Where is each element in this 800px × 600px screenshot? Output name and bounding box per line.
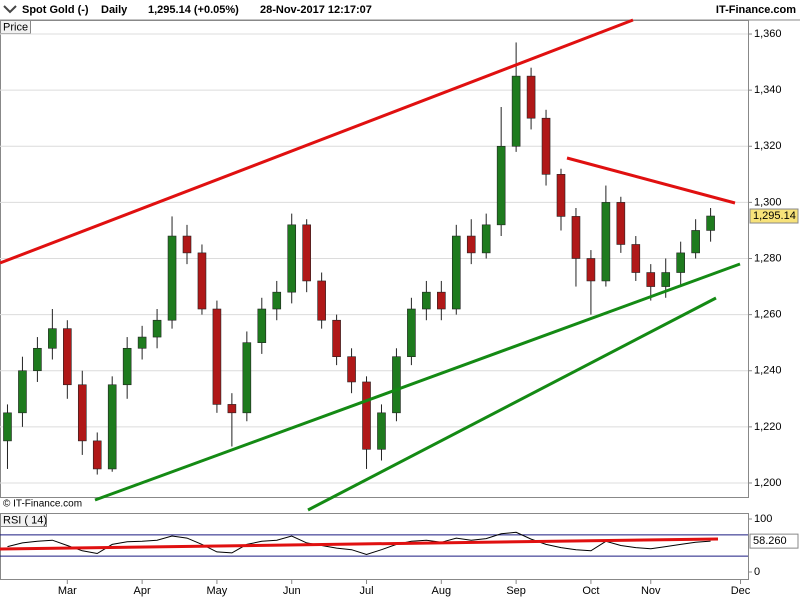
- candle-body: [496, 145, 506, 226]
- candle-body: [556, 174, 566, 217]
- candle-body: [541, 117, 551, 175]
- candle-body: [466, 235, 476, 254]
- x-tick-label: Jul: [359, 585, 373, 597]
- last-price-tag: [749, 208, 799, 224]
- y-tick-label: 1,240: [754, 365, 782, 377]
- x-tick-label: Sep: [506, 585, 526, 597]
- y-tick-label: 1,200: [754, 477, 782, 489]
- rsi-panel: [0, 513, 749, 580]
- axis-title-box: [0, 20, 31, 34]
- candle-body: [152, 319, 162, 338]
- axis-title: Price: [3, 21, 28, 33]
- candle-body: [422, 291, 431, 310]
- candle-body: [691, 230, 700, 254]
- y-tick-label: 1,220: [754, 421, 782, 433]
- x-tick-label: Oct: [582, 585, 599, 597]
- candle-body: [137, 336, 147, 349]
- x-tick-label: Mar: [58, 585, 77, 597]
- trendline: [566, 156, 736, 205]
- candle-body: [526, 75, 536, 119]
- last-price-label: 1,295.14: [753, 210, 796, 222]
- candle-body: [676, 252, 685, 273]
- trendline: [0, 537, 719, 551]
- candle-body: [107, 384, 117, 470]
- candle-body: [571, 216, 581, 259]
- last-value-label: 58.260: [753, 535, 787, 547]
- period: Daily: [101, 4, 128, 16]
- candle-body: [347, 356, 356, 383]
- trendline: [0, 18, 634, 265]
- candle-body: [92, 440, 102, 470]
- x-tick-label: Aug: [432, 585, 452, 597]
- trendline: [307, 296, 717, 512]
- y-tick-label: 0: [754, 566, 760, 578]
- y-tick-label: 1,360: [754, 28, 782, 40]
- candle-body: [586, 258, 596, 282]
- candle-body: [631, 244, 641, 273]
- candle-body: [257, 308, 267, 343]
- brand: IT-Finance.com: [716, 4, 796, 16]
- candle-body: [646, 272, 656, 287]
- candle-body: [616, 202, 626, 245]
- candle-body: [3, 412, 12, 442]
- y-tick-label: 1,280: [754, 252, 782, 264]
- candle-body: [272, 291, 282, 310]
- candle-body: [287, 224, 297, 293]
- candle-body: [601, 202, 611, 282]
- candle-body: [302, 224, 311, 282]
- candle-body: [18, 370, 27, 414]
- y-tick-label: 100: [754, 513, 772, 525]
- y-tick-label: 1,320: [754, 140, 782, 152]
- candle-body: [63, 328, 72, 386]
- rsi-title-box: [0, 513, 47, 527]
- x-tick-label: Jun: [283, 585, 301, 597]
- candle-body: [182, 235, 192, 254]
- y-tick-label: 1,260: [754, 309, 782, 321]
- y-tick-label: 1,300: [754, 196, 782, 208]
- x-tick-label: Nov: [641, 585, 661, 597]
- candle-body: [332, 319, 341, 358]
- candle-body: [377, 412, 386, 450]
- dropdown-icon[interactable]: [3, 5, 17, 14]
- candle-body: [122, 347, 132, 386]
- candle-body: [437, 291, 446, 310]
- trendline: [94, 262, 741, 502]
- candle-body: [77, 384, 87, 442]
- candle-body: [242, 342, 252, 414]
- candle-body: [407, 308, 416, 358]
- trendlines: [0, 18, 741, 551]
- candle-body: [661, 272, 671, 287]
- candle-body: [197, 252, 207, 310]
- last-value-tag: [749, 533, 799, 549]
- rsi-title: RSI ( 14): [3, 514, 47, 526]
- x-tick-label: Apr: [134, 585, 151, 597]
- candle-body: [227, 404, 237, 414]
- x-tick-label: Dec: [731, 585, 751, 597]
- candle-body: [481, 224, 491, 254]
- y-tick-label: 1,340: [754, 84, 782, 96]
- candle-body: [511, 75, 521, 147]
- candle-body: [706, 215, 715, 231]
- candle-body: [317, 280, 326, 321]
- candle-body: [33, 347, 42, 372]
- symbol: Spot Gold (-): [22, 4, 89, 16]
- candle-body: [362, 381, 371, 450]
- candle-body: [167, 235, 177, 321]
- timestamp: 28-Nov-2017 12:17:07: [260, 4, 372, 16]
- copyright: © IT-Finance.com: [3, 499, 82, 510]
- candle-body: [48, 328, 57, 349]
- candle-body: [451, 235, 461, 310]
- x-tick-label: May: [207, 585, 228, 597]
- rsi-line: [7, 531, 711, 556]
- candle-body: [212, 308, 222, 405]
- candle-body: [392, 356, 401, 414]
- quote: 1,295.14 (+0.05%): [148, 4, 239, 16]
